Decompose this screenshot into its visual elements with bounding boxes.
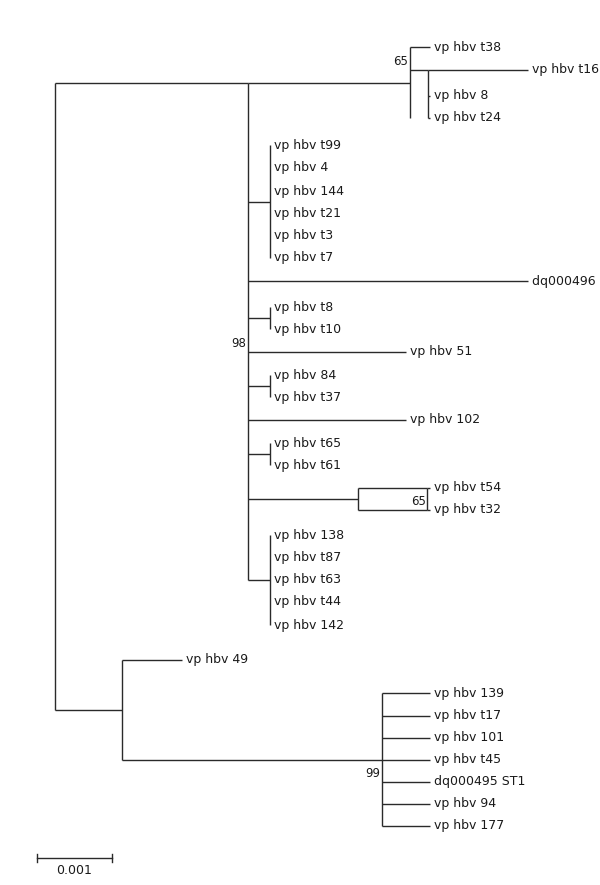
Text: vp hbv 142: vp hbv 142 <box>274 619 344 632</box>
Text: vp hbv t54: vp hbv t54 <box>434 481 501 495</box>
Text: vp hbv 102: vp hbv 102 <box>410 413 480 427</box>
Text: 0.001: 0.001 <box>56 864 92 877</box>
Text: 65: 65 <box>411 495 426 508</box>
Text: vp hbv t7: vp hbv t7 <box>274 251 333 265</box>
Text: vp hbv 144: vp hbv 144 <box>274 184 344 197</box>
Text: vp hbv 49: vp hbv 49 <box>186 653 248 666</box>
Text: dq000495 ST1: dq000495 ST1 <box>434 775 526 789</box>
Text: vp hbv 94: vp hbv 94 <box>434 797 496 811</box>
Text: vp hbv 139: vp hbv 139 <box>434 687 504 699</box>
Text: 65: 65 <box>393 55 408 68</box>
Text: vp hbv 4: vp hbv 4 <box>274 161 328 174</box>
Text: vp hbv t3: vp hbv t3 <box>274 229 333 242</box>
Text: vp hbv t38: vp hbv t38 <box>434 41 501 53</box>
Text: vp hbv t17: vp hbv t17 <box>434 710 501 722</box>
Text: vp hbv 177: vp hbv 177 <box>434 820 504 833</box>
Text: vp hbv t16: vp hbv t16 <box>532 64 599 76</box>
Text: vp hbv t87: vp hbv t87 <box>274 551 341 565</box>
Text: vp hbv t24: vp hbv t24 <box>434 112 501 125</box>
Text: vp hbv 138: vp hbv 138 <box>274 528 344 542</box>
Text: dq000496 ST2: dq000496 ST2 <box>532 274 600 288</box>
Text: vp hbv t61: vp hbv t61 <box>274 458 341 472</box>
Text: vp hbv t10: vp hbv t10 <box>274 322 341 335</box>
Text: vp hbv 51: vp hbv 51 <box>410 345 472 358</box>
Text: vp hbv t99: vp hbv t99 <box>274 138 341 151</box>
Text: vp hbv t8: vp hbv t8 <box>274 301 333 313</box>
Text: vp hbv t63: vp hbv t63 <box>274 573 341 587</box>
Text: vp hbv 8: vp hbv 8 <box>434 89 488 103</box>
Text: vp hbv t45: vp hbv t45 <box>434 753 501 766</box>
Text: vp hbv t32: vp hbv t32 <box>434 504 501 517</box>
Text: 98: 98 <box>231 337 246 350</box>
Text: vp hbv t65: vp hbv t65 <box>274 436 341 450</box>
Text: vp hbv t21: vp hbv t21 <box>274 206 341 219</box>
Text: vp hbv 101: vp hbv 101 <box>434 732 504 744</box>
Text: vp hbv 84: vp hbv 84 <box>274 368 336 381</box>
Text: 99: 99 <box>365 767 380 780</box>
Text: vp hbv t37: vp hbv t37 <box>274 390 341 404</box>
Text: vp hbv t44: vp hbv t44 <box>274 596 341 609</box>
